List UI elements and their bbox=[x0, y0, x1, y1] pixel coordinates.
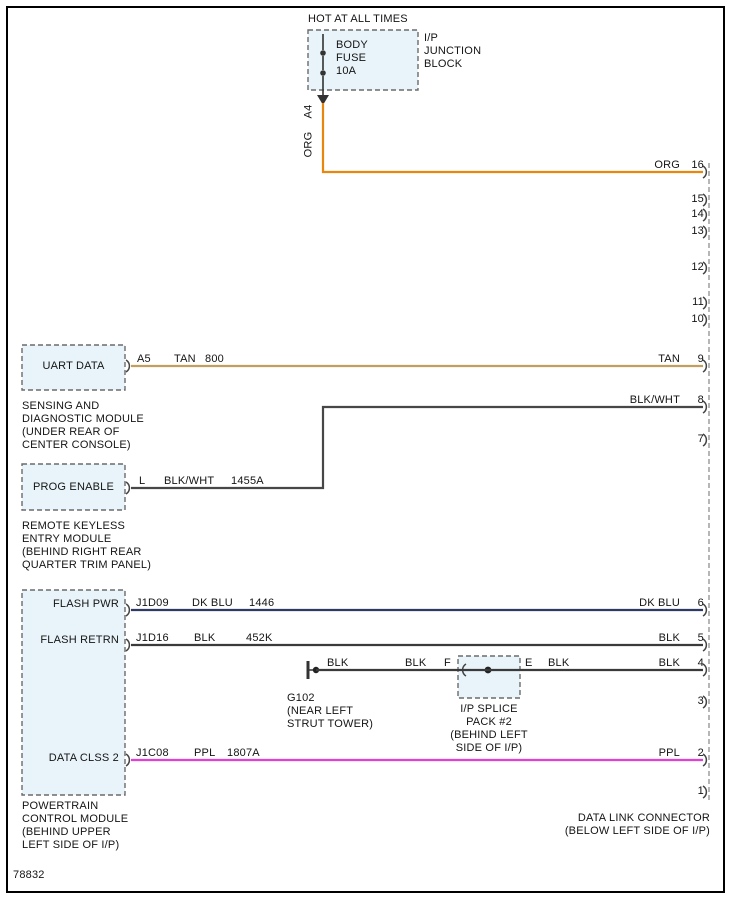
org-wire-vertical-label: ORG bbox=[302, 131, 315, 158]
pin9-number: 9 bbox=[697, 353, 704, 365]
pin10-number: 10 bbox=[691, 313, 704, 325]
pin3-number: 3 bbox=[697, 695, 704, 707]
pcm-port-flash-retrn: FLASH RETRN bbox=[40, 634, 119, 646]
pcm-row3-circuit: 1807A bbox=[227, 747, 260, 759]
splice-pack-box bbox=[457, 655, 521, 699]
splice-name-line-4: SIDE OF I/P) bbox=[455, 742, 523, 754]
fuse-type-label: FUSE bbox=[336, 52, 367, 64]
pcm-name-line-4: LEFT SIDE OF I/P) bbox=[22, 839, 120, 851]
rke-port-label: PROG ENABLE bbox=[32, 481, 115, 493]
rke-module-box bbox=[21, 463, 126, 511]
sdm-name-line-1: SENSING AND bbox=[22, 400, 100, 412]
rke-name-line-3: (BEHIND RIGHT REAR bbox=[22, 546, 142, 558]
pcm-row1-pin: J1D09 bbox=[136, 597, 169, 609]
down-arrow-icon bbox=[317, 95, 329, 105]
pin7-number: 7 bbox=[697, 433, 704, 445]
junction-block-label-3: BLOCK bbox=[424, 58, 463, 70]
pcm-port-data-clss2: DATA CLSS 2 bbox=[48, 752, 119, 764]
pcm-port-flash-pwr: FLASH PWR bbox=[53, 598, 119, 610]
pcm-name-line-2: CONTROL MODULE bbox=[22, 813, 129, 825]
dlc-name-line-1: DATA LINK CONNECTOR bbox=[577, 812, 710, 824]
pin6-wire-label: DK BLU bbox=[639, 597, 680, 609]
pin8-wire-label: BLK/WHT bbox=[629, 394, 680, 406]
pin13-number: 13 bbox=[691, 225, 704, 237]
pin15-number: 15 bbox=[691, 193, 704, 205]
pcm-row2-wire-color: BLK bbox=[194, 632, 216, 644]
fuse-terminal-bottom bbox=[320, 70, 326, 76]
pin16-wire-label: ORG bbox=[654, 159, 680, 171]
rke-name-line-1: REMOTE KEYLESS bbox=[22, 520, 126, 532]
pin5-wire-label: BLK bbox=[658, 632, 680, 644]
wire-blk-wht bbox=[131, 405, 703, 490]
fuse-name-label: BODY bbox=[336, 39, 368, 51]
sdm-pin-label: A5 bbox=[137, 353, 151, 365]
rke-circuit-number: 1455A bbox=[231, 475, 264, 487]
pin4-number: 4 bbox=[697, 657, 704, 669]
sdm-name-line-2: DIAGNOSTIC MODULE bbox=[22, 413, 144, 425]
sdm-wire-color-label: TAN bbox=[174, 353, 196, 365]
splice-in-wire-color-label: BLK bbox=[405, 657, 427, 669]
splice-out-wire-color-label: BLK bbox=[548, 657, 570, 669]
sdm-module-box bbox=[21, 344, 126, 391]
pcm-row3-wire-color: PPL bbox=[194, 747, 216, 759]
fuse-pin-label: A4 bbox=[302, 104, 315, 119]
dlc-name-line-2: (BELOW LEFT SIDE OF I/P) bbox=[564, 825, 710, 837]
junction-block-label-1: I/P bbox=[424, 32, 439, 44]
pcm-module-box bbox=[21, 589, 126, 796]
rke-name-line-2: ENTRY MODULE bbox=[22, 533, 112, 545]
splice-pin-in-label: F bbox=[444, 657, 451, 669]
sdm-circuit-number: 800 bbox=[205, 353, 224, 365]
ground-name-line-2: (NEAR LEFT bbox=[287, 705, 354, 717]
fuse-rating-label: 10A bbox=[336, 65, 357, 77]
fuse-block-box bbox=[307, 29, 419, 91]
dlc-pin-arcs bbox=[702, 165, 708, 799]
pin4-wire-label: BLK bbox=[658, 657, 680, 669]
pin1-number: 1 bbox=[697, 785, 704, 797]
pcm-row1-circuit: 1446 bbox=[249, 597, 275, 609]
sdm-name-line-4: CENTER CONSOLE) bbox=[22, 439, 131, 451]
pcm-row2-pin: J1D16 bbox=[136, 632, 169, 644]
pin2-wire-label: PPL bbox=[658, 747, 680, 759]
ground-name-line-3: STRUT TOWER) bbox=[287, 718, 374, 730]
drawing-number: 78832 bbox=[13, 869, 45, 881]
rke-pin-label: L bbox=[139, 475, 146, 487]
hot-at-all-times-label: HOT AT ALL TIMES bbox=[308, 13, 408, 25]
pin8-number: 8 bbox=[697, 394, 704, 406]
module-pin-arcs bbox=[125, 359, 131, 767]
junction-block-label-2: JUNCTION bbox=[424, 45, 482, 57]
pcm-row3-pin: J1C08 bbox=[136, 747, 169, 759]
pcm-name-line-1: POWERTRAIN bbox=[22, 800, 99, 812]
sdm-port-label: UART DATA bbox=[42, 360, 105, 372]
splice-pin-out-label: E bbox=[525, 657, 533, 669]
pcm-name-line-3: (BEHIND UPPER bbox=[22, 826, 111, 838]
pin2-number: 2 bbox=[697, 747, 704, 759]
pin11-number: 11 bbox=[692, 296, 704, 308]
splice-name-line-1: I/P SPLICE bbox=[460, 703, 518, 715]
pin5-number: 5 bbox=[697, 632, 704, 644]
splice-name-line-2: PACK #2 bbox=[466, 716, 512, 728]
pin12-number: 12 bbox=[691, 261, 704, 273]
ground-wire-color-label: BLK bbox=[327, 657, 349, 669]
rke-wire-color-label: BLK/WHT bbox=[164, 475, 215, 487]
splice-name-line-3: (BEHIND LEFT bbox=[450, 729, 528, 741]
pcm-row1-wire-color: DK BLU bbox=[192, 597, 233, 609]
pin9-wire-label: TAN bbox=[658, 353, 680, 365]
diagram-border bbox=[6, 6, 725, 893]
pin16-number: 16 bbox=[691, 159, 704, 171]
rke-name-line-4: QUARTER TRIM PANEL) bbox=[22, 559, 152, 571]
fuse-terminal-top bbox=[320, 50, 326, 56]
sdm-name-line-3: (UNDER REAR OF bbox=[22, 426, 120, 438]
pin6-number: 6 bbox=[697, 597, 704, 609]
pcm-row2-circuit: 452K bbox=[246, 632, 273, 644]
pin14-number: 14 bbox=[691, 208, 704, 220]
ground-name-line-1: G102 bbox=[287, 692, 315, 704]
wire-org bbox=[321, 103, 703, 174]
